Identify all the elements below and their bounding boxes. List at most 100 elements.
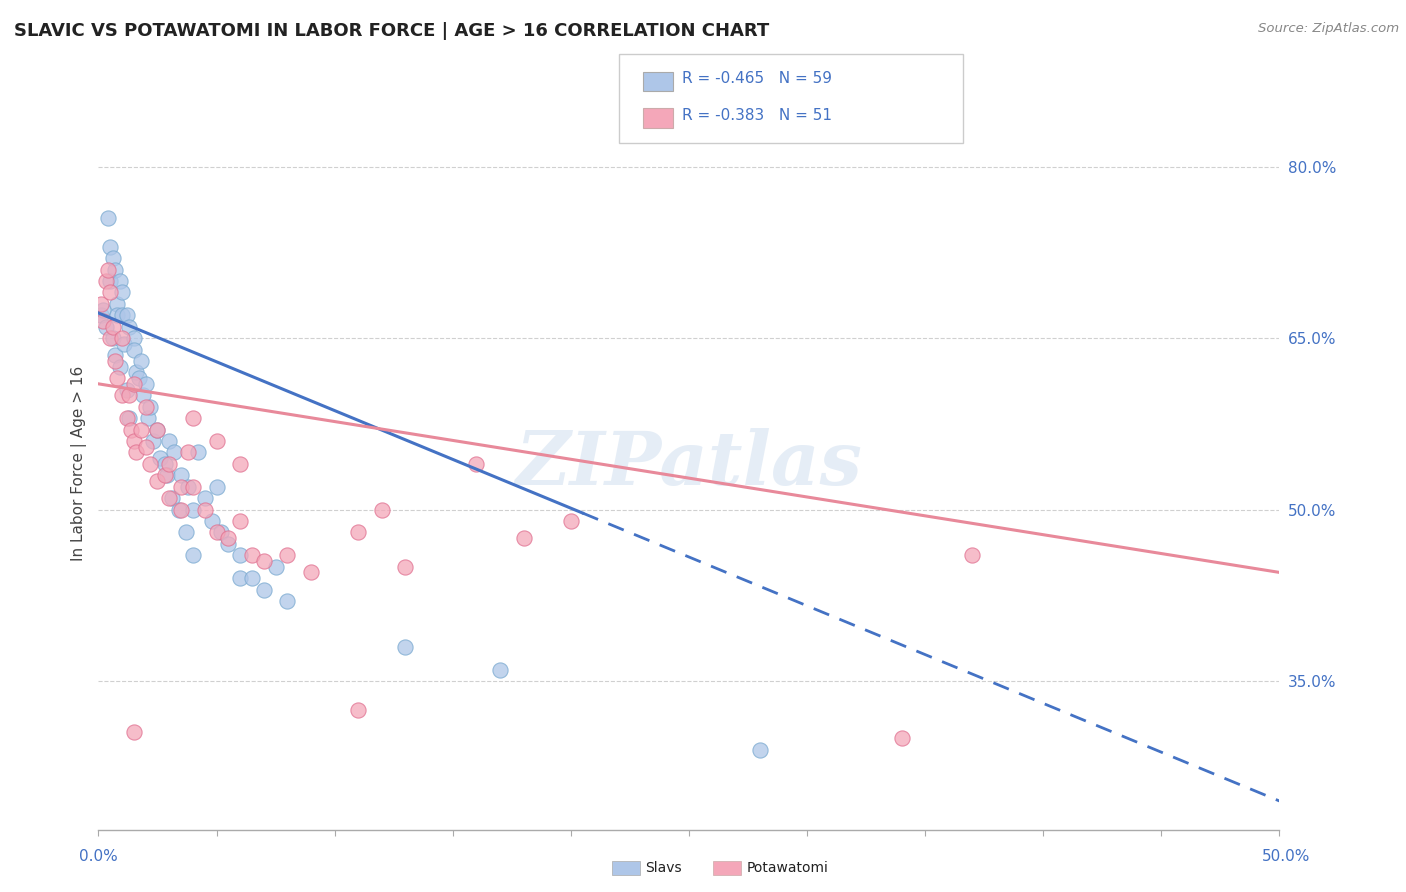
Point: [104, 262, 127, 277]
Point: [167, 502, 190, 516]
Point: [90, 297, 112, 311]
Point: [890, 731, 912, 746]
Point: [181, 411, 204, 425]
Point: [97, 211, 120, 226]
Point: [153, 468, 176, 483]
Text: Potawatomi: Potawatomi: [747, 861, 828, 875]
Point: [111, 308, 134, 322]
Point: [104, 354, 127, 368]
Point: [146, 423, 169, 437]
Point: [299, 566, 322, 580]
Point: [122, 343, 145, 357]
Point: [104, 348, 127, 362]
Y-axis label: In Labor Force | Age > 16: In Labor Force | Age > 16: [72, 367, 87, 561]
Point: [111, 285, 134, 300]
Point: [217, 537, 239, 551]
Point: [122, 376, 145, 391]
Point: [129, 354, 152, 368]
Point: [121, 423, 143, 437]
Point: [465, 457, 488, 471]
Point: [97, 262, 120, 277]
Point: [170, 468, 193, 483]
Point: [108, 359, 131, 374]
Text: 50.0%: 50.0%: [1263, 849, 1310, 863]
Point: [170, 480, 193, 494]
Point: [201, 514, 224, 528]
Point: [276, 548, 298, 563]
Point: [253, 554, 276, 568]
Point: [105, 297, 128, 311]
Point: [748, 742, 770, 756]
Point: [139, 400, 162, 414]
Point: [181, 548, 204, 563]
Point: [118, 388, 141, 402]
Point: [112, 336, 135, 351]
Point: [135, 376, 157, 391]
Point: [160, 491, 183, 505]
Point: [962, 548, 984, 563]
Point: [512, 531, 534, 545]
Point: [229, 548, 252, 563]
Point: [163, 445, 186, 459]
Point: [139, 457, 162, 471]
Point: [347, 525, 370, 540]
Point: [90, 308, 112, 322]
Point: [136, 411, 159, 425]
Point: [91, 314, 114, 328]
Point: [149, 451, 172, 466]
Point: [118, 411, 141, 425]
Point: [174, 525, 197, 540]
Point: [347, 702, 370, 716]
Point: [101, 251, 124, 265]
Point: [253, 582, 276, 597]
Point: [264, 559, 287, 574]
Point: [157, 457, 180, 471]
Point: [91, 302, 114, 317]
Point: [153, 457, 176, 471]
Point: [205, 525, 228, 540]
Point: [157, 434, 180, 448]
Point: [108, 274, 131, 288]
Point: [129, 423, 152, 437]
Point: [240, 548, 263, 563]
Point: [394, 559, 416, 574]
Text: 0.0%: 0.0%: [79, 849, 118, 863]
Point: [181, 480, 204, 494]
Text: Slavs: Slavs: [645, 861, 682, 875]
Point: [146, 423, 169, 437]
Point: [170, 502, 193, 516]
Point: [125, 445, 148, 459]
Point: [135, 440, 157, 454]
Point: [240, 571, 263, 585]
Point: [229, 514, 252, 528]
Point: [94, 274, 117, 288]
Point: [177, 445, 200, 459]
Point: [217, 531, 239, 545]
Point: [128, 371, 150, 385]
Point: [157, 491, 180, 505]
Point: [98, 285, 121, 300]
Point: [115, 308, 138, 322]
Text: SLAVIC VS POTAWATOMI IN LABOR FORCE | AGE > 16 CORRELATION CHART: SLAVIC VS POTAWATOMI IN LABOR FORCE | AG…: [14, 22, 769, 40]
Point: [98, 331, 121, 345]
Point: [560, 514, 582, 528]
Text: R = -0.465   N = 59: R = -0.465 N = 59: [682, 71, 832, 87]
Point: [142, 434, 165, 448]
Text: Source: ZipAtlas.com: Source: ZipAtlas.com: [1258, 22, 1399, 36]
Point: [111, 331, 134, 345]
Point: [187, 445, 209, 459]
Point: [115, 411, 138, 425]
Point: [101, 319, 124, 334]
Point: [229, 571, 252, 585]
Point: [229, 457, 252, 471]
Point: [132, 388, 155, 402]
Point: [111, 388, 134, 402]
Point: [205, 480, 228, 494]
Point: [105, 308, 128, 322]
Point: [489, 663, 512, 677]
Point: [98, 240, 121, 254]
Point: [371, 502, 394, 516]
Point: [146, 474, 169, 488]
Point: [94, 319, 117, 334]
Point: [115, 383, 138, 397]
